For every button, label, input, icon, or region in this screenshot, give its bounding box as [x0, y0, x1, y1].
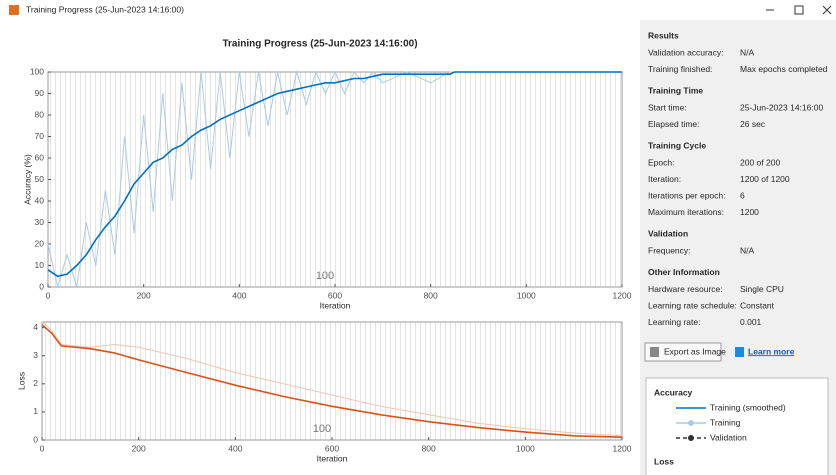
annotation: 100	[313, 423, 331, 435]
field-value: 1200 of 1200	[740, 174, 790, 184]
field-value: N/A	[740, 47, 755, 57]
section-heading: Training Cycle	[648, 140, 706, 150]
field-label: Learning rate schedule:	[648, 300, 737, 310]
info-icon	[735, 347, 744, 357]
field-value: 200 of 200	[740, 157, 780, 167]
series-line	[41, 321, 623, 437]
legend-entry: Training (smoothed)	[710, 402, 786, 412]
field-label: Iterations per epoch:	[648, 190, 726, 200]
window-title: Training Progress (25-Jun-2023 14:16:00)	[26, 4, 184, 14]
series-line	[41, 324, 623, 438]
x-axis-label: Iteration	[320, 300, 351, 310]
x-tick-label: 1000	[516, 443, 535, 453]
y-tick-label: 100	[30, 66, 44, 76]
legend-entry: Validation	[710, 432, 747, 442]
field-value: 6	[740, 190, 745, 200]
field-value: 0.001	[740, 317, 762, 327]
export-button[interactable]	[644, 342, 722, 362]
section-heading: Results	[648, 30, 679, 40]
y-tick-label: 0	[39, 281, 44, 291]
y-tick-label: 40	[35, 195, 45, 205]
y-tick-label: 2	[33, 378, 38, 388]
y-tick-label: 20	[35, 238, 45, 248]
y-tick-label: 0	[33, 434, 38, 444]
field-label: Hardware resource:	[648, 284, 723, 294]
y-tick-label: 60	[35, 152, 45, 162]
section-heading: Other Information	[648, 267, 720, 277]
x-tick-label: 400	[228, 443, 242, 453]
maximize-button[interactable]	[794, 5, 804, 15]
field-label: Learning rate:	[648, 317, 700, 327]
title-bar	[0, 0, 836, 20]
series-line	[47, 70, 622, 289]
close-button[interactable]	[822, 5, 832, 15]
x-tick-label: 400	[232, 290, 246, 300]
y-tick-label: 90	[35, 88, 45, 98]
field-value: Constant	[740, 300, 775, 310]
y-tick-label: 30	[35, 217, 45, 227]
field-label: Start time:	[648, 102, 687, 112]
x-tick-label: 1200	[613, 290, 632, 300]
learn-more-link[interactable]: Learn more	[748, 346, 795, 356]
field-value: Max epochs completed	[740, 64, 828, 74]
legend-marker	[688, 435, 694, 441]
y-tick-label: 4	[33, 322, 38, 332]
field-value: N/A	[740, 245, 755, 255]
legend-heading: Accuracy	[654, 387, 693, 397]
legend-box	[645, 377, 829, 475]
export-label[interactable]: Export as Image	[664, 346, 726, 356]
y-tick-label: 3	[33, 350, 38, 360]
field-value: 25-Jun-2023 14:16:00	[740, 102, 823, 112]
series-line	[47, 71, 622, 278]
field-label: Iteration:	[648, 174, 681, 184]
x-tick-label: 0	[46, 290, 51, 300]
x-tick-label: 200	[137, 290, 151, 300]
section-heading: Training Time	[648, 85, 703, 95]
field-label: Epoch:	[648, 157, 674, 167]
y-tick-label: 1	[33, 406, 38, 416]
y-tick-label: 70	[35, 131, 45, 141]
plot-area	[41, 321, 623, 441]
section-heading: Validation	[648, 228, 688, 238]
field-label: Maximum iterations:	[648, 207, 724, 217]
x-tick-label: 600	[325, 443, 339, 453]
legend-marker	[688, 420, 694, 426]
heading: Training Progress (25-Jun-2023 14:16:00)	[222, 39, 417, 50]
field-label: Elapsed time:	[648, 119, 700, 129]
x-tick-label: 1000	[517, 290, 536, 300]
field-label: Validation accuracy:	[648, 47, 723, 57]
legend-entry: Training	[710, 417, 741, 427]
y-tick-label: 50	[35, 174, 45, 184]
y-tick-label: 80	[35, 109, 45, 119]
x-tick-label: 200	[132, 443, 146, 453]
field-value: Single CPU	[740, 284, 784, 294]
legend-heading: Loss	[654, 456, 674, 466]
x-tick-label: 1200	[613, 443, 632, 453]
export-icon	[650, 347, 659, 357]
y-axis-label: Loss	[16, 372, 26, 390]
x-tick-label: 800	[424, 290, 438, 300]
field-value: 26 sec	[740, 119, 766, 129]
x-tick-label: 800	[422, 443, 436, 453]
x-axis-label: Iteration	[317, 453, 348, 463]
field-value: 1200	[740, 207, 759, 217]
y-tick-label: 10	[35, 260, 45, 270]
annotation: 100	[316, 270, 334, 282]
plot-area	[47, 71, 623, 288]
info-panel: Results Validation accuracy: N/A Training f…	[648, 30, 828, 327]
x-tick-label: 0	[40, 443, 45, 453]
x-tick-label: 600	[328, 290, 342, 300]
y-axis-label: Accuracy (%)	[22, 154, 32, 205]
field-label: Training finished:	[648, 64, 712, 74]
app-icon	[9, 5, 19, 15]
field-label: Frequency:	[648, 245, 691, 255]
